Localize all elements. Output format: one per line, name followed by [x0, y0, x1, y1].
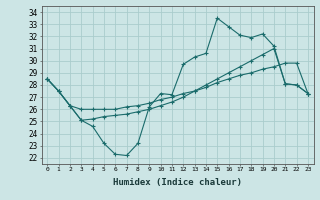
- X-axis label: Humidex (Indice chaleur): Humidex (Indice chaleur): [113, 178, 242, 187]
